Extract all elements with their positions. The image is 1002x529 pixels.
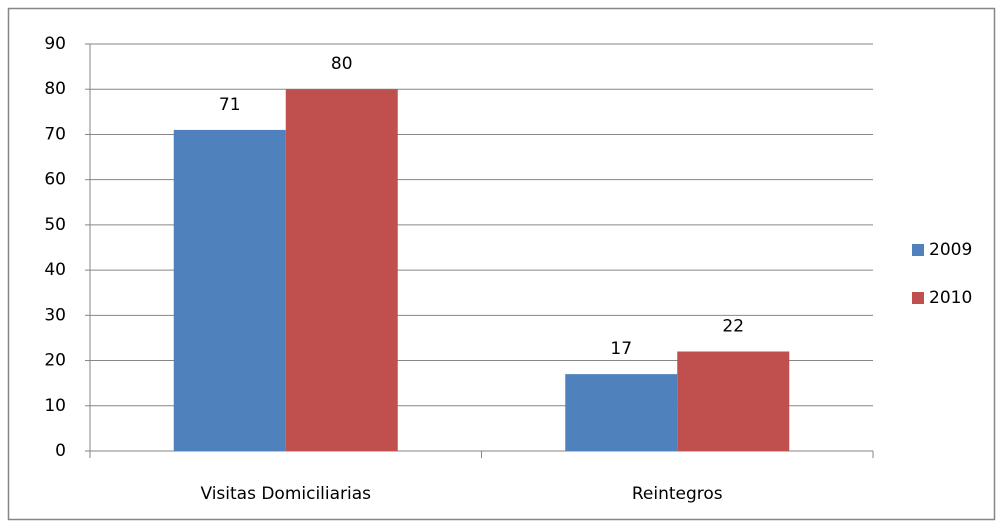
y-tick-label: 50 xyxy=(44,215,66,235)
y-tick-label: 70 xyxy=(44,124,66,144)
data-label: 22 xyxy=(722,317,744,337)
y-tick-label: 10 xyxy=(44,396,66,416)
bar xyxy=(285,89,398,451)
y-tick-label: 90 xyxy=(44,34,66,54)
y-tick-label: 30 xyxy=(44,305,66,325)
x-tick-label: Reintegros xyxy=(632,484,723,504)
y-tick-label: 40 xyxy=(44,260,66,280)
y-tick-label: 20 xyxy=(44,351,66,371)
legend-swatch xyxy=(912,292,924,304)
y-tick-label: 0 xyxy=(55,441,66,461)
y-tick-label: 80 xyxy=(44,79,66,99)
x-tick-label: Visitas Domiciliarias xyxy=(200,484,371,504)
bar xyxy=(565,374,678,451)
chart-border xyxy=(7,7,996,521)
legend-swatch xyxy=(912,244,924,256)
data-label: 17 xyxy=(610,339,632,359)
legend-label: 2009 xyxy=(929,240,972,260)
bar xyxy=(173,129,286,451)
bar xyxy=(677,351,790,451)
data-label: 80 xyxy=(331,54,353,74)
legend-label: 2010 xyxy=(929,288,972,308)
y-tick-label: 60 xyxy=(44,170,66,190)
data-label: 71 xyxy=(219,95,241,115)
